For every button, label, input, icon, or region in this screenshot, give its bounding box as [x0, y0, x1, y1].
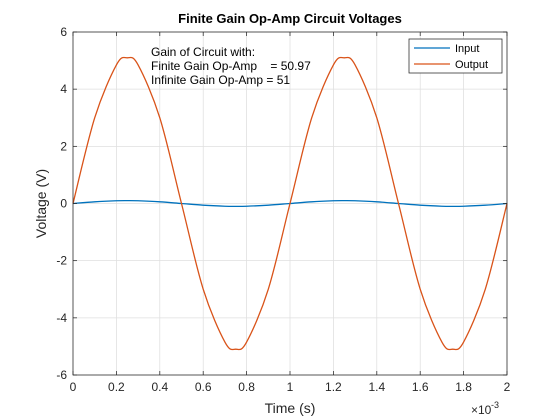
y-tick-label: 4	[60, 82, 67, 96]
y-tick-label: 0	[60, 197, 67, 211]
x-tick-label: 1.2	[325, 380, 342, 394]
y-tick-label: -2	[56, 254, 67, 268]
x-tick-label: 1	[287, 380, 294, 394]
legend-label-input: Input	[455, 43, 479, 55]
ticks	[72, 31, 508, 376]
series-layer	[72, 56, 508, 351]
x-tick-label: 0	[70, 380, 77, 394]
series-line-output	[72, 56, 508, 351]
y-tick-label: 2	[60, 139, 67, 153]
x-tick-label: 0.2	[108, 380, 125, 394]
annotation-line-1: Gain of Circuit with:	[151, 45, 255, 59]
x-axis-exponent: ×10 -3	[471, 400, 499, 417]
legend-label-output: Output	[455, 59, 488, 71]
x-tick-label: 1.4	[368, 380, 385, 394]
x-exponent-base: ×10	[471, 403, 492, 417]
x-tick-label: 0.4	[151, 380, 168, 394]
gain-annotation: Gain of Circuit with: Finite Gain Op-Amp…	[151, 45, 311, 87]
y-axis-label: Voltage (V)	[33, 169, 49, 238]
x-tick-label: 0.6	[195, 380, 212, 394]
legend: Input Output	[408, 38, 503, 74]
annotation-line-3: Infinite Gain Op-Amp = 51	[151, 73, 290, 87]
tick-labels: 0 0.2 0.4 0.6 0.8 1 1.2 1.4 1.6 1.8 2 -6 -4 -2 0 2 4 6	[56, 25, 510, 394]
x-tick-label: 2	[504, 380, 511, 394]
annotation-line-2: Finite Gain Op-Amp = 50.97	[151, 59, 311, 73]
y-tick-label: 6	[60, 25, 67, 39]
x-tick-label: 0.8	[238, 380, 255, 394]
x-axis-label: Time (s)	[265, 400, 316, 416]
legend-box	[408, 38, 503, 74]
y-tick-label: -6	[56, 368, 67, 382]
x-tick-label: 1.8	[455, 380, 472, 394]
y-tick-label: -4	[56, 311, 67, 325]
chart-title: Finite Gain Op-Amp Circuit Voltages	[178, 11, 402, 26]
x-exponent-power: -3	[491, 400, 499, 410]
x-tick-label: 1.6	[412, 380, 429, 394]
